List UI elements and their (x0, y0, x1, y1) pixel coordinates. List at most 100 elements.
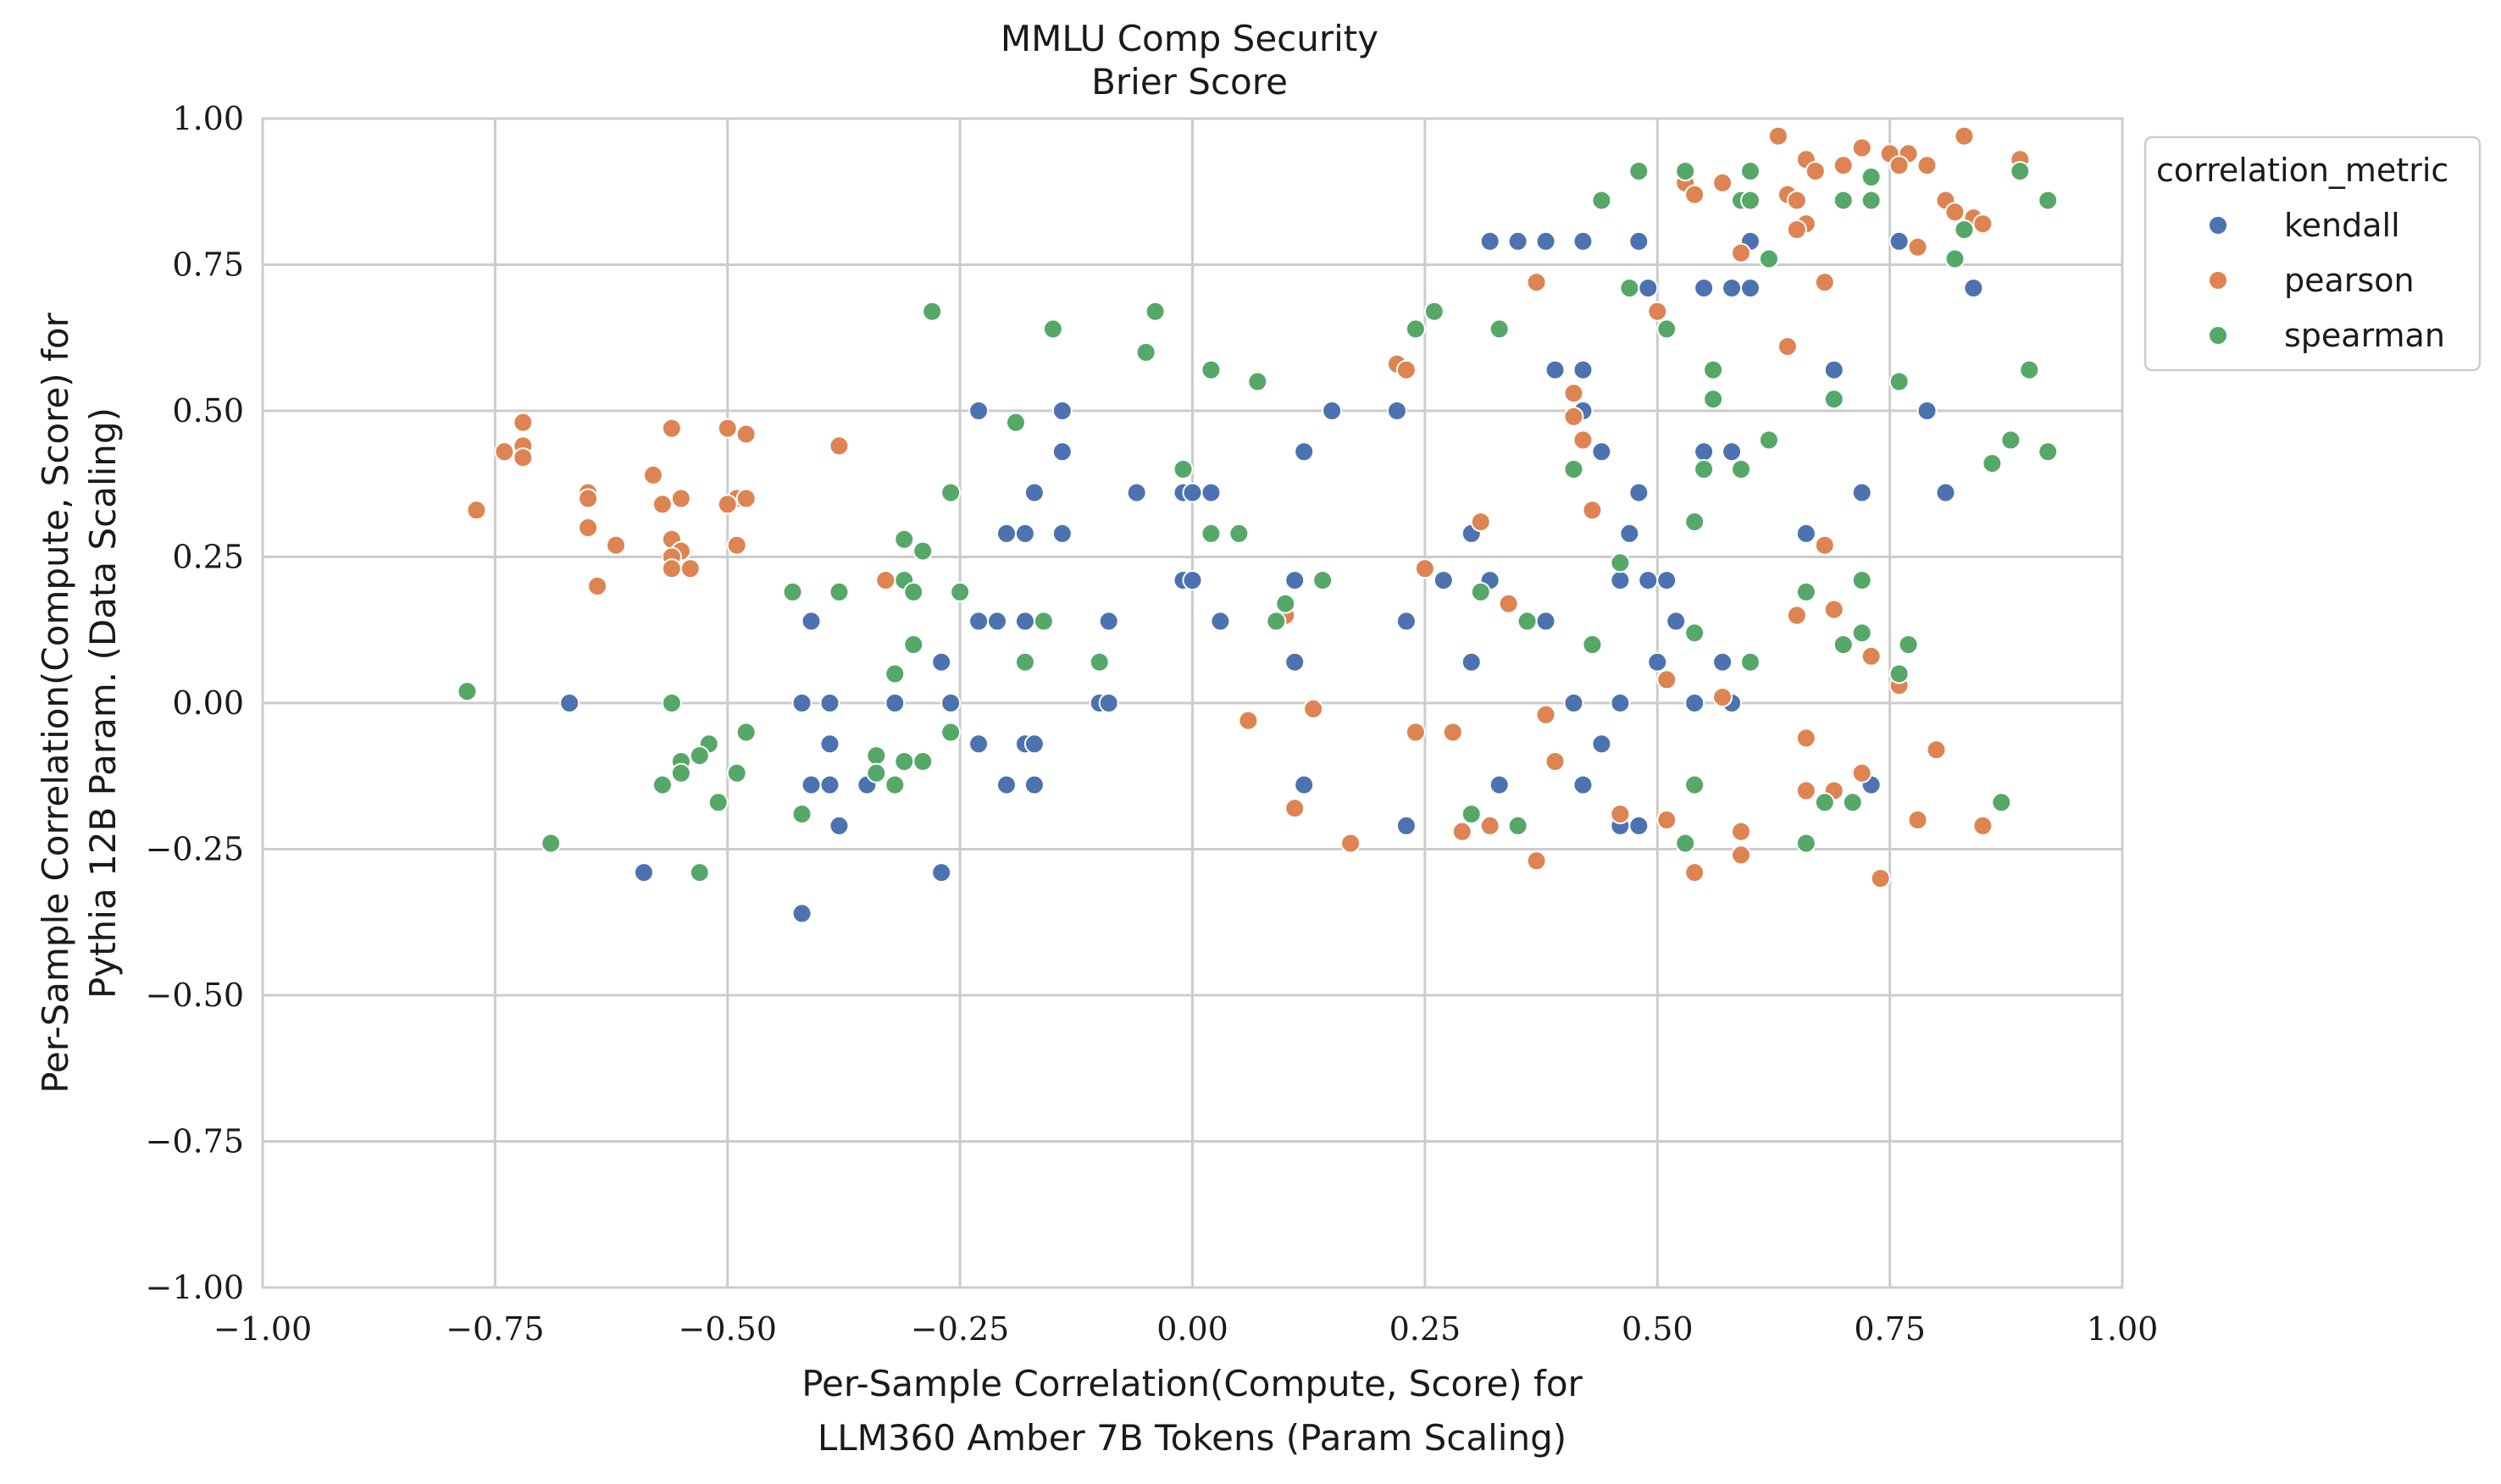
spearman-point (1582, 634, 1603, 655)
spearman-point (1954, 219, 1975, 241)
kendall-point (1638, 278, 1659, 299)
x-tick-label: 0.00 (1156, 1310, 1228, 1348)
legend-marker-spearman (2208, 325, 2228, 346)
kendall-point (791, 903, 812, 924)
spearman-point (1944, 248, 1966, 269)
kendall-point (1647, 651, 1668, 673)
spearman-point (1814, 792, 1835, 813)
kendall-point (1395, 815, 1417, 836)
kendall-point (1694, 441, 1715, 462)
spearman-point (652, 774, 673, 795)
pearson-point (875, 570, 896, 591)
spearman-point (884, 774, 906, 795)
x-tick-label: 1.00 (2087, 1310, 2159, 1348)
legend-label-spearman: spearman (2284, 317, 2445, 354)
pearson-point (1795, 780, 1816, 801)
kendall-point (1535, 230, 1556, 252)
kendall-point (996, 523, 1017, 544)
x-axis-label-line2: LLM360 Amber 7B Tokens (Param Scaling) (818, 1417, 1567, 1459)
pearson-point (1340, 833, 1361, 854)
pearson-point (1851, 762, 1872, 784)
spearman-point (1795, 833, 1816, 854)
kendall-point (1294, 441, 1315, 462)
data-points (457, 125, 2059, 924)
kendall-point (1461, 651, 1482, 673)
spearman-point (903, 581, 924, 602)
spearman-point (782, 581, 803, 602)
pearson-point (1684, 184, 1705, 205)
spearman-point (2000, 429, 2021, 451)
spearman-point (1247, 371, 1268, 392)
kendall-point (968, 734, 990, 755)
spearman-point (1014, 651, 1035, 673)
kendall-point (791, 693, 812, 713)
spearman-point (1275, 593, 1296, 614)
kendall-point (1610, 693, 1631, 713)
spearman-point (1684, 512, 1705, 533)
kendall-point (1851, 482, 1872, 503)
pearson-point (1731, 821, 1752, 842)
spearman-point (541, 833, 562, 854)
kendall-point (1126, 482, 1147, 503)
kendall-point (1051, 401, 1073, 421)
kendall-point (633, 862, 654, 883)
spearman-point (1201, 523, 1222, 544)
spearman-point (1266, 611, 1287, 632)
kendall-point (996, 774, 1017, 795)
spearman-point (1173, 459, 1194, 479)
kendall-point (1572, 359, 1594, 380)
kendall-point (1628, 482, 1650, 503)
kendall-point (1591, 734, 1612, 755)
kendall-point (1795, 523, 1816, 544)
x-tick-label: 0.75 (1854, 1310, 1926, 1348)
kendall-point (1535, 611, 1556, 632)
kendall-point (1722, 278, 1743, 299)
kendall-point (1628, 230, 1650, 252)
pearson-point (1888, 155, 1910, 176)
chart-subtitle: Brier Score (1091, 61, 1288, 102)
spearman-point (866, 745, 887, 767)
spearman-point (1860, 167, 1882, 187)
spearman-point (1312, 570, 1334, 591)
spearman-point (1851, 623, 1872, 644)
spearman-point (1033, 611, 1054, 632)
kendall-point (559, 693, 580, 713)
pearson-point (1405, 722, 1426, 743)
kendall-point (1740, 278, 1761, 299)
pearson-point (726, 534, 747, 556)
kendall-point (1014, 523, 1035, 544)
spearman-point (1563, 459, 1584, 479)
pearson-point (1470, 512, 1491, 533)
pearson-point (1526, 272, 1547, 293)
spearman-point (1145, 301, 1166, 322)
kendall-point (1572, 774, 1594, 795)
kendall-point (819, 734, 840, 755)
pearson-point (1656, 810, 1678, 830)
kendall-point (801, 774, 822, 795)
kendall-point (931, 862, 952, 883)
kendall-point (1294, 774, 1315, 795)
plot-frame (261, 117, 2124, 1289)
pearson-point (1535, 704, 1556, 725)
kendall-point (1722, 441, 1743, 462)
kendall-point (1963, 278, 1984, 299)
kendall-point (1182, 482, 1203, 503)
x-tick-labels: −1.00 −0.75 −0.50 −0.25 0.00 0.25 0.50 0.75 1.00 (214, 1310, 2159, 1348)
pearson-point (1944, 202, 1966, 223)
pearson-point (513, 412, 534, 433)
pearson-point (717, 418, 738, 439)
pearson-point (1395, 359, 1417, 380)
kendall-point (1888, 230, 1910, 252)
kendall-point (1638, 570, 1659, 591)
kendall-point (1656, 570, 1678, 591)
kendall-point (1563, 693, 1584, 713)
pearson-point (466, 500, 487, 521)
spearman-point (1842, 792, 1863, 813)
spearman-point (894, 751, 915, 772)
pearson-point (1823, 599, 1844, 620)
kendall-point (1023, 734, 1045, 755)
pearson-point (606, 534, 627, 556)
kendall-point (1433, 570, 1454, 591)
spearman-point (2010, 161, 2031, 182)
